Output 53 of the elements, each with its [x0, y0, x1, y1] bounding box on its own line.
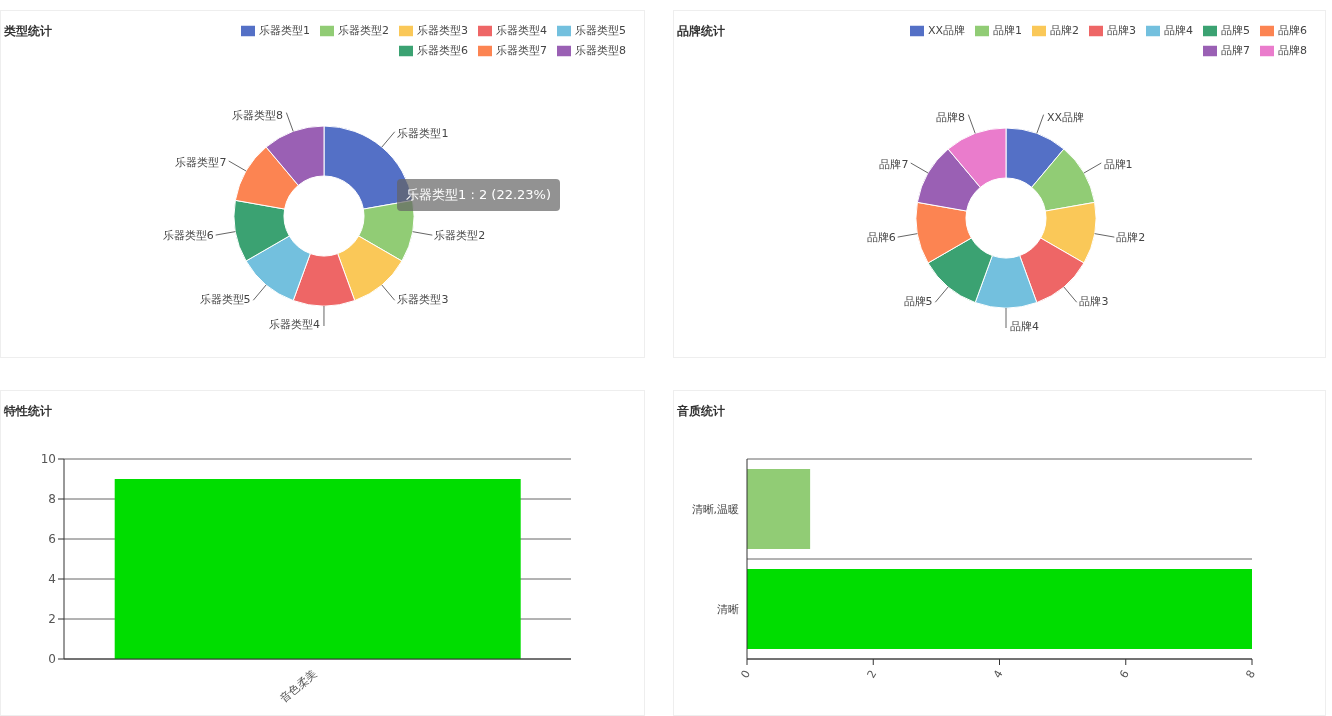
chart-title: 特性统计 — [4, 403, 52, 420]
slice-label: 品牌1 — [1103, 158, 1133, 171]
y-tick-label: 8 — [48, 492, 56, 507]
slice-label: 品牌6 — [866, 230, 896, 244]
slice-label: 乐器类型1 — [397, 127, 449, 141]
x-tick-label: 6 — [1117, 668, 1132, 681]
slice-label: 品牌7 — [879, 158, 909, 171]
y-tick-label: 0 — [48, 652, 56, 667]
y-tick-label: 4 — [48, 572, 56, 587]
x-tick-label: 音色柔美 — [277, 667, 320, 706]
legend-label: 品牌2 — [1050, 24, 1079, 37]
legend-label: 乐器类型2 — [338, 24, 389, 37]
legend-label: 乐器类型6 — [417, 44, 468, 57]
legend-label: 乐器类型3 — [417, 24, 468, 37]
legend-label: 乐器类型4 — [496, 24, 547, 37]
text: 乐器类型1 : 2 (22.23%) — [397, 179, 561, 211]
chart-title: 音质统计 — [677, 403, 725, 420]
legend-label: 乐器类型5 — [575, 24, 626, 37]
x-tick-label: 8 — [1243, 668, 1259, 681]
slice-label: 品牌5 — [903, 294, 933, 308]
y-tick-label: 10 — [40, 452, 56, 467]
slice-label: 品牌8 — [936, 110, 966, 124]
legend-label: 品牌7 — [1221, 44, 1250, 57]
legend-label: 品牌5 — [1221, 24, 1250, 37]
x-tick-label: 4 — [990, 668, 1006, 681]
slice-label: 乐器类型3 — [397, 292, 449, 306]
slice-label: 乐器类型6 — [162, 228, 214, 242]
legend-label: 品牌8 — [1278, 44, 1307, 57]
legend-label: 乐器类型1 — [259, 24, 310, 37]
legend-label: 品牌1 — [993, 24, 1022, 37]
slice-label: 品牌3 — [1079, 294, 1109, 308]
legend-label: XX品牌 — [927, 24, 965, 37]
legend-label: 品牌6 — [1278, 24, 1307, 37]
legend-label: 乐器类型8 — [575, 44, 626, 57]
legend-label: 品牌4 — [1164, 24, 1193, 37]
slice-label: 品牌2 — [1116, 230, 1146, 244]
slice-label: 乐器类型5 — [199, 292, 251, 306]
slice-label: 品牌4 — [1010, 320, 1039, 333]
x-tick-label: 0 — [738, 668, 754, 681]
text: 品牌统计 — [677, 23, 725, 40]
slice-label: 乐器类型2 — [434, 228, 486, 242]
slice-label: XX品牌 — [1046, 110, 1085, 124]
slice-label: 乐器类型7 — [175, 155, 227, 169]
text: 类型统计 — [4, 23, 52, 40]
legend-label: 乐器类型7 — [496, 44, 547, 57]
y-tick-label: 6 — [48, 532, 56, 547]
y-tick-label: 清晰 — [717, 602, 739, 616]
y-tick-label: 清晰,温暖 — [691, 502, 739, 516]
slice-label: 乐器类型4 — [268, 318, 320, 331]
x-tick-label: 2 — [864, 668, 880, 681]
slice-label: 乐器类型8 — [232, 108, 284, 122]
legend-label: 品牌3 — [1107, 24, 1136, 37]
y-tick-label: 2 — [48, 612, 56, 627]
